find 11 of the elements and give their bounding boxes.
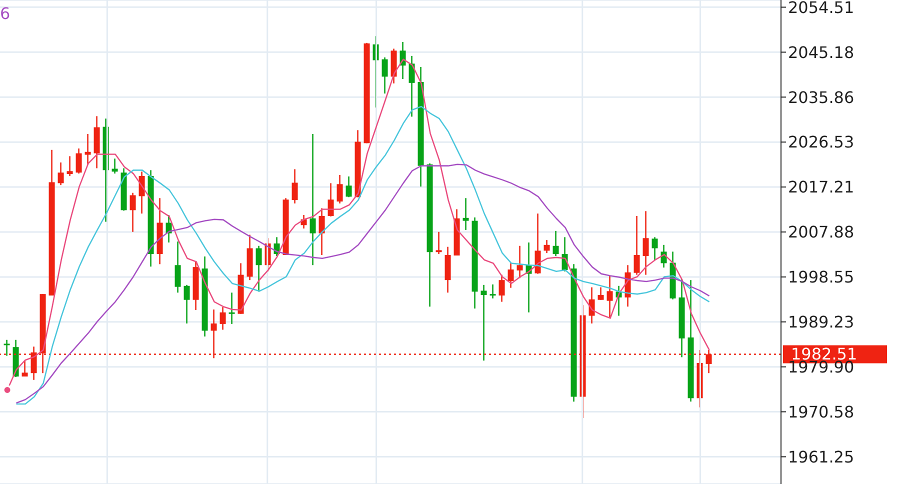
y-tick-label: 2026.53 [788, 132, 854, 152]
y-tick-label: 2007.88 [788, 222, 854, 242]
y-tick-label: 1961.25 [788, 447, 854, 466]
y-tick-label: 2054.51 [788, 0, 854, 17]
annotation: 6 [0, 4, 10, 23]
y-tick-label: 2045.18 [788, 42, 854, 62]
y-tick-label: 2035.86 [788, 88, 854, 107]
y-tick-label: 2017.21 [788, 178, 854, 197]
y-tick-label: 1989.23 [788, 312, 854, 332]
y-tick-label: 1970.58 [788, 402, 854, 422]
y-tick-label: 1998.55 [788, 268, 854, 287]
